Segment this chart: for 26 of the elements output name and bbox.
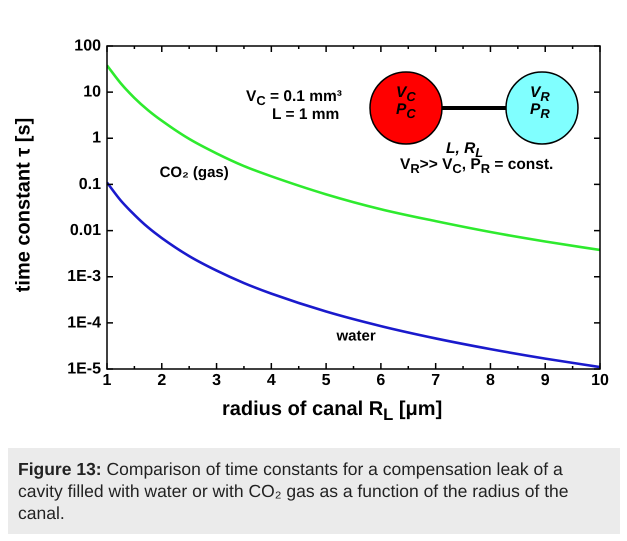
x-tick-label: 9 [540, 372, 550, 390]
annotation: L = 1 mm [272, 106, 340, 124]
x-tick-label: 7 [431, 372, 440, 390]
y-tick-label: 1E-4 [67, 314, 102, 332]
x-tick-label: 8 [486, 372, 495, 390]
line-series [107, 64, 600, 252]
y-axis-title: time constant τ [s] [12, 118, 36, 292]
x-tick-label: 4 [266, 372, 276, 390]
y-tick-label: 10 [83, 84, 102, 101]
y-tick-label: 1E-5 [67, 360, 102, 378]
y-tick-label: 1 [92, 130, 102, 147]
y-tick-label: 100 [74, 37, 102, 54]
x-tick-label: 10 [591, 372, 609, 390]
annotation: V$_{R}$>> V$_{C}$, P$_{R}$ = const. [400, 156, 554, 176]
x-tick-label: 3 [212, 372, 222, 390]
x-tick-label: 6 [376, 372, 386, 390]
series-label: CO₂ (gas) [160, 164, 229, 182]
x-tick-label: 5 [322, 372, 331, 390]
y-tick-label: 0.01 [70, 222, 102, 239]
x-axis-title: radius of canal R$_{L}$ [μm] [222, 398, 442, 425]
series-label: water [336, 328, 376, 345]
y-tick-label: 1E-3 [67, 268, 102, 286]
x-tick-label: 2 [157, 372, 166, 390]
y-tick-label: 0.1 [78, 176, 102, 193]
caption: Figure 13: Comparison of time constants for a compensation leak of a cavity filled with water or with CO₂ gas as a function of the radius of the canal. [8, 448, 620, 534]
annotation: V$_{C}$ = 0.1 mm³ [246, 88, 342, 108]
